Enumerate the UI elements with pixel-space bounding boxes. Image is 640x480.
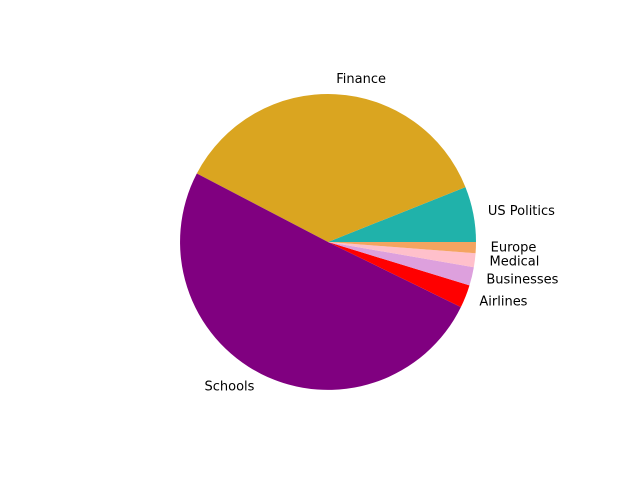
pie-slice-finance [196, 94, 466, 242]
pie-slice-businesses [328, 242, 474, 286]
pie-label-businesses: Businesses [486, 272, 558, 287]
pie-label-airlines: Airlines [479, 294, 527, 309]
pie-slice-schools [180, 173, 461, 390]
pie-label-finance: Finance [336, 72, 386, 87]
pie-labels: US Politics Finance Schools Airlines Busines… [205, 72, 559, 395]
pie-label-medical: Medical [490, 255, 540, 270]
pie-label-schools: Schools [205, 380, 255, 395]
pie-label-europe: Europe [491, 241, 537, 256]
pie-slice-airlines [328, 242, 470, 308]
pie-slices [180, 94, 476, 390]
pie-slice-us-politics [328, 187, 476, 242]
pie-label-us-politics: US Politics [488, 204, 555, 219]
pie-slice-medical [328, 242, 476, 268]
pie-slice-europe [328, 242, 476, 254]
